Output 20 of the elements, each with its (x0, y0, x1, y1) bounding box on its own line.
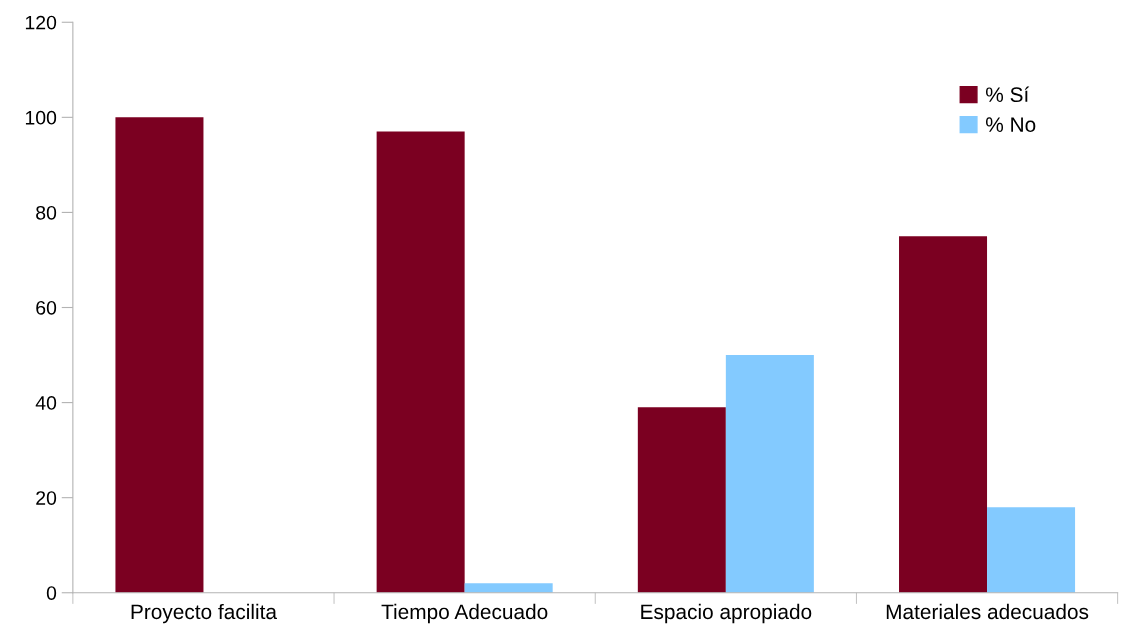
x-tick-label: Materiales adecuados (886, 603, 1089, 620)
y-tick-label: 100 (25, 110, 57, 125)
y-tick-label: 40 (35, 396, 57, 410)
x-tick-label: Espacio apropiado (641, 603, 812, 624)
legend-label: % No (986, 117, 1036, 133)
bar (987, 507, 1076, 593)
y-tick-label: 60 (36, 300, 57, 315)
bar (376, 131, 465, 593)
bar (464, 583, 553, 593)
bar (637, 407, 726, 593)
legend-label: % Sí (986, 86, 1030, 103)
x-tick-label: Tiempo Adecuado (381, 603, 548, 624)
x-tick-label: Proyecto facilita (131, 603, 277, 624)
bar (115, 117, 204, 593)
y-tick-label: 80 (36, 205, 57, 220)
bar (725, 355, 814, 593)
bar (899, 236, 988, 593)
y-tick-label: 120 (25, 15, 57, 30)
y-tick-label: 20 (36, 491, 57, 505)
y-tick-label: 0 (46, 586, 57, 600)
